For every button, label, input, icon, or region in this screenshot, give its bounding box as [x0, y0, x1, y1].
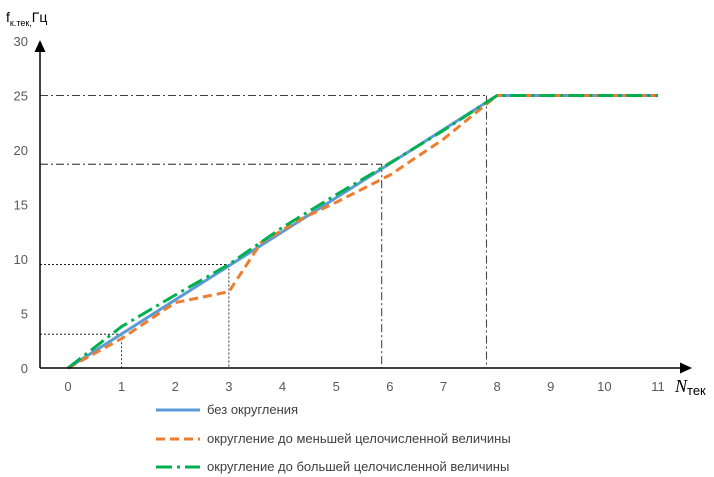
x-tick-label: 9 [547, 379, 554, 394]
legend: без округления округление до меньшей цел… [156, 402, 511, 474]
x-tick-label: 7 [440, 379, 447, 394]
x-tick-label: 3 [225, 379, 232, 394]
x-axis-arrow [680, 362, 692, 374]
x-tick-label: 6 [386, 379, 393, 394]
x-axis-label: Nтек [674, 376, 706, 398]
y-tick-label: 25 [14, 89, 28, 104]
x-tick-label: 8 [493, 379, 500, 394]
x-tick-label: 10 [597, 379, 611, 394]
x-tick-label: 5 [333, 379, 340, 394]
x-tick-label: 1 [118, 379, 125, 394]
y-tick-label: 5 [21, 307, 28, 322]
y-tick-label: 10 [14, 252, 28, 267]
legend-label-2: округление до большей целочисленной вели… [207, 459, 509, 474]
series-line-1 [67, 94, 658, 370]
y-axis-arrow [34, 40, 46, 52]
x-axis-label-sub: тек [687, 383, 706, 398]
x-tick-label: 11 [651, 379, 665, 394]
y-tick-label: 15 [14, 198, 28, 213]
y-axis-label-sub: к.тек, [10, 18, 32, 28]
y-tick-label: 30 [14, 34, 28, 49]
y-tick-label: 20 [14, 143, 28, 158]
series-lines [67, 94, 658, 370]
legend-label-0: без округления [207, 402, 298, 417]
x-axis-label-main: N [674, 376, 688, 396]
y-axis-label-main: f [6, 9, 10, 25]
tick-labels: 0 1 2 3 4 5 6 7 8 9 10 11 0 5 10 15 20 25 30 [14, 34, 665, 394]
x-tick-label: 4 [279, 379, 286, 394]
x-tick-label: 2 [172, 379, 179, 394]
y-axis-label-unit: Гц [32, 9, 48, 25]
y-tick-label: 0 [21, 361, 28, 376]
x-tick-label: 0 [64, 379, 71, 394]
legend-label-1: округление до меньшей целочисленной вели… [207, 431, 511, 446]
series-line-2 [67, 94, 658, 370]
series-line-0 [67, 94, 658, 370]
y-axis-label: fк.тек,Гц [6, 9, 47, 28]
axes [34, 40, 692, 374]
reference-lines [40, 95, 487, 368]
